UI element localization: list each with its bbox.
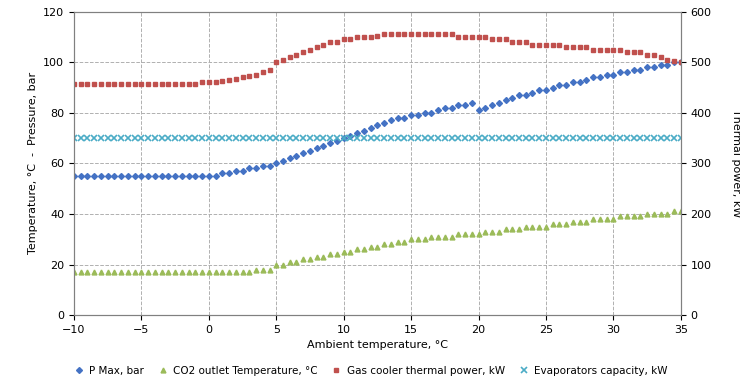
Gas cooler thermal power, kW	[676, 60, 685, 65]
Gas cooler thermal power, kW	[225, 78, 234, 82]
P Max, bar	[70, 173, 78, 178]
CO2 outlet Temperature, °C	[70, 270, 78, 275]
Gas cooler thermal power, kW	[589, 47, 598, 52]
Gas cooler thermal power, kW	[211, 80, 220, 85]
Line: Gas cooler thermal power, kW: Gas cooler thermal power, kW	[72, 32, 683, 86]
CO2 outlet Temperature, °C	[582, 219, 591, 224]
P Max, bar	[144, 173, 152, 178]
CO2 outlet Temperature, °C	[663, 212, 672, 216]
P Max, bar	[676, 60, 685, 65]
Gas cooler thermal power, kW	[70, 81, 78, 86]
Evaporators capacity, kW	[656, 136, 665, 140]
CO2 outlet Temperature, °C	[656, 212, 665, 216]
Gas cooler thermal power, kW	[663, 58, 672, 62]
Y-axis label: Temperature, °C  -  Pressure, bar: Temperature, °C - Pressure, bar	[27, 72, 38, 254]
Evaporators capacity, kW	[582, 136, 591, 140]
Line: P Max, bar: P Max, bar	[72, 60, 683, 178]
P Max, bar	[582, 78, 591, 82]
Evaporators capacity, kW	[211, 136, 220, 140]
Legend: P Max, bar, CO2 outlet Temperature, °C, Gas cooler thermal power, kW, Evaporator: P Max, bar, CO2 outlet Temperature, °C, …	[68, 361, 672, 380]
Y-axis label: Thermal power, kW: Thermal power, kW	[731, 109, 740, 217]
P Max, bar	[225, 171, 234, 176]
P Max, bar	[656, 63, 665, 67]
Line: CO2 outlet Temperature, °C: CO2 outlet Temperature, °C	[72, 209, 683, 275]
Line: Evaporators capacity, kW: Evaporators capacity, kW	[71, 135, 684, 141]
CO2 outlet Temperature, °C	[144, 270, 152, 275]
P Max, bar	[670, 60, 679, 65]
X-axis label: Ambient temperature, °C: Ambient temperature, °C	[307, 340, 448, 350]
Evaporators capacity, kW	[144, 136, 152, 140]
Evaporators capacity, kW	[663, 136, 672, 140]
Gas cooler thermal power, kW	[380, 32, 388, 37]
CO2 outlet Temperature, °C	[670, 209, 679, 214]
CO2 outlet Temperature, °C	[225, 270, 234, 275]
Gas cooler thermal power, kW	[144, 81, 152, 86]
Gas cooler thermal power, kW	[670, 59, 679, 63]
Evaporators capacity, kW	[70, 136, 78, 140]
P Max, bar	[663, 63, 672, 67]
CO2 outlet Temperature, °C	[211, 270, 220, 275]
P Max, bar	[211, 173, 220, 178]
CO2 outlet Temperature, °C	[676, 209, 685, 214]
Evaporators capacity, kW	[676, 136, 685, 140]
Evaporators capacity, kW	[225, 136, 234, 140]
